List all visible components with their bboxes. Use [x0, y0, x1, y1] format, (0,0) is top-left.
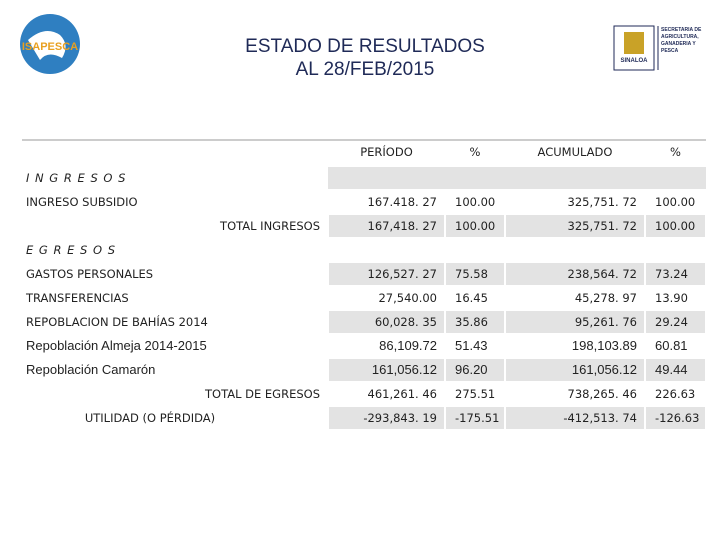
- cell-shade: [506, 263, 644, 285]
- column-header: %: [670, 145, 681, 159]
- cell-shade: [506, 359, 644, 381]
- value-cell: 73.24: [655, 267, 688, 281]
- cell-shade: [329, 407, 444, 429]
- cell-shade: [506, 407, 644, 429]
- row-label: GASTOS PERSONALES: [26, 267, 154, 281]
- value-cell: 16.45: [455, 291, 488, 305]
- row-label: Repoblación Almeja 2014-2015: [26, 338, 207, 353]
- value-cell: 161,056.12: [371, 362, 437, 377]
- cell-shade: [446, 215, 504, 237]
- cell-shade: [646, 359, 705, 381]
- value-cell: 100.00: [655, 195, 696, 209]
- value-cell: -412,513. 74: [563, 411, 637, 425]
- cell-shade: [446, 263, 504, 285]
- value-cell: 100.00: [655, 219, 696, 233]
- value-cell: 35.86: [455, 315, 488, 329]
- cell-shade: [646, 311, 705, 333]
- cell-shade: [646, 167, 705, 189]
- value-cell: 325,751. 72: [567, 219, 638, 233]
- cell-shade: [506, 311, 644, 333]
- value-cell: 100.00: [455, 195, 496, 209]
- cell-shade: [506, 215, 644, 237]
- value-cell: 86,109.72: [379, 338, 437, 353]
- value-cell: 461,261. 46: [367, 387, 438, 401]
- value-cell: 325,751. 72: [567, 195, 638, 209]
- cell-shade: [329, 215, 444, 237]
- value-cell: 29.24: [655, 315, 688, 329]
- value-cell: 51.43: [455, 338, 488, 353]
- logo-right-caption-box: SECRETARIA DE AGRICULTURA, GANADERIA Y P…: [661, 27, 702, 54]
- cell-shade: [446, 167, 504, 189]
- cell-shade: [329, 263, 444, 285]
- logo-right-caption: SECRETARIA DE AGRICULTURA, GANADERIA Y P…: [661, 27, 702, 54]
- section-label: E G R E S O S: [26, 243, 117, 257]
- section-label: I N G R E S O S: [26, 171, 127, 185]
- value-cell: 60.81: [655, 338, 688, 353]
- logo-left-map: [28, 31, 66, 60]
- row-label: REPOBLACION DE BAHÍAS 2014: [26, 315, 208, 329]
- value-cell: 126,527. 27: [367, 267, 438, 281]
- column-header: %: [469, 145, 481, 159]
- value-cell: 100.00: [455, 219, 496, 233]
- value-cell: 161,056.12: [571, 362, 637, 377]
- value-cell: 49.44: [655, 362, 688, 377]
- title: ESTADO DE RESULTADOS: [245, 36, 485, 57]
- cell-shade: [646, 407, 705, 429]
- value-cell: 167,418. 27: [367, 219, 438, 233]
- cell-shade: [329, 359, 444, 381]
- subtitle: AL 28/FEB/2015: [295, 59, 435, 80]
- cell-shade: [646, 215, 705, 237]
- row-label: TOTAL INGRESOS: [220, 219, 320, 233]
- value-cell: -175.51: [455, 411, 500, 425]
- value-cell: 60,028. 35: [374, 315, 437, 329]
- cell-shade: [646, 263, 705, 285]
- value-cell: 45,278. 97: [574, 291, 637, 305]
- row-label: TRANSFERENCIAS: [26, 291, 129, 305]
- value-cell: 275.51: [455, 387, 496, 401]
- value-cell: 167.418. 27: [367, 195, 438, 209]
- value-cell: 95,261. 76: [574, 315, 637, 329]
- value-cell: 738,265. 46: [567, 387, 638, 401]
- cell-shade: [329, 167, 444, 189]
- value-cell: -126.63: [655, 411, 700, 425]
- value-cell: 238,564. 72: [567, 267, 638, 281]
- cell-shade: [446, 407, 504, 429]
- cell-shade: [446, 311, 504, 333]
- value-cell: 226.63: [655, 387, 696, 401]
- row-label: TOTAL DE EGRESOS: [205, 387, 320, 401]
- logo-right-shield: [624, 32, 644, 54]
- column-header: PERÍODO: [360, 145, 413, 159]
- value-cell: -293,843. 19: [363, 411, 437, 425]
- logo-right-text: SINALOA: [621, 58, 649, 64]
- cell-shade: [446, 359, 504, 381]
- cell-shade: [329, 311, 444, 333]
- value-cell: 13.90: [655, 291, 688, 305]
- logo-left-text: ISAPESCA: [22, 41, 78, 53]
- cell-shade: [506, 167, 644, 189]
- row-label: INGRESO SUBSIDIO: [26, 195, 138, 209]
- row-label: Repoblación Camarón: [26, 362, 156, 377]
- value-cell: 198,103.89: [571, 338, 637, 353]
- value-cell: 75.58: [455, 267, 488, 281]
- row-label: UTILIDAD (O PÉRDIDA): [84, 411, 216, 425]
- value-cell: 27,540.00: [378, 291, 437, 305]
- value-cell: 96.20: [455, 362, 488, 377]
- column-header: ACUMULADO: [537, 145, 613, 159]
